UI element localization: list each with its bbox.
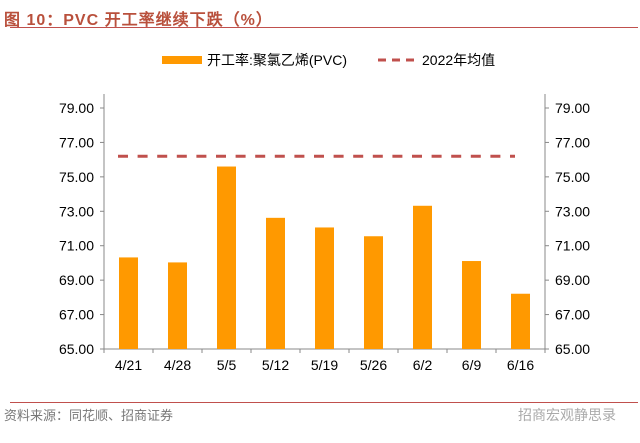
y-tick-label-right: 77.00 bbox=[555, 134, 590, 150]
y-tick-label-left: 67.00 bbox=[59, 307, 94, 323]
y-tick-label-right: 79.00 bbox=[555, 100, 590, 116]
legend-label-bar: 开工率:聚氯乙烯(PVC) bbox=[207, 52, 347, 68]
x-tick-label: 5/12 bbox=[262, 357, 289, 373]
figure-title: 图 10：PVC 开工率继续下跌（%） bbox=[4, 12, 273, 29]
legend-swatch-bar bbox=[162, 56, 202, 64]
bar bbox=[364, 236, 383, 349]
bar bbox=[266, 217, 285, 349]
y-tick-label-left: 73.00 bbox=[59, 203, 94, 219]
x-tick-label: 6/2 bbox=[413, 357, 433, 373]
x-tick-label: 5/19 bbox=[311, 357, 338, 373]
y-tick-label-left: 71.00 bbox=[59, 238, 94, 254]
y-tick-label-right: 71.00 bbox=[555, 238, 590, 254]
bar bbox=[413, 205, 432, 349]
bar-chart: 开工率:聚氯乙烯(PVC) 2022年均值 65.00 65.00 67.00 67.… bbox=[59, 52, 590, 373]
x-tick-label: 4/28 bbox=[164, 357, 191, 373]
bar bbox=[462, 261, 481, 349]
x-tick-label: 5/5 bbox=[217, 357, 237, 373]
bar bbox=[168, 262, 187, 349]
bar bbox=[119, 257, 138, 349]
bar bbox=[217, 166, 236, 349]
y-tick-label-right: 75.00 bbox=[555, 169, 590, 185]
legend-label-avg: 2022年均值 bbox=[422, 52, 495, 68]
watermark: 招商宏观静思录 bbox=[518, 407, 616, 423]
y-tick-label-left: 77.00 bbox=[59, 134, 94, 150]
legend: 开工率:聚氯乙烯(PVC) 2022年均值 bbox=[162, 52, 495, 68]
y-tick-label-left: 75.00 bbox=[59, 169, 94, 185]
footer-divider bbox=[10, 402, 638, 403]
y-tick-label-left: 69.00 bbox=[59, 272, 94, 288]
x-tick-label: 5/26 bbox=[360, 357, 387, 373]
y-tick-label-right: 73.00 bbox=[555, 203, 590, 219]
title-divider bbox=[10, 27, 638, 28]
bar bbox=[315, 227, 334, 349]
y-tick-label-left: 79.00 bbox=[59, 100, 94, 116]
y-tick-label-left: 65.00 bbox=[59, 341, 94, 357]
bar bbox=[511, 293, 530, 349]
source-note: 资料来源：同花顺、招商证券 bbox=[4, 408, 174, 423]
y-tick-label-right: 69.00 bbox=[555, 272, 590, 288]
x-tick-label: 6/16 bbox=[507, 357, 534, 373]
x-tick-label: 6/9 bbox=[462, 357, 482, 373]
x-tick-label: 4/21 bbox=[115, 357, 142, 373]
y-tick-label-right: 65.00 bbox=[555, 341, 590, 357]
y-tick-label-right: 67.00 bbox=[555, 307, 590, 323]
